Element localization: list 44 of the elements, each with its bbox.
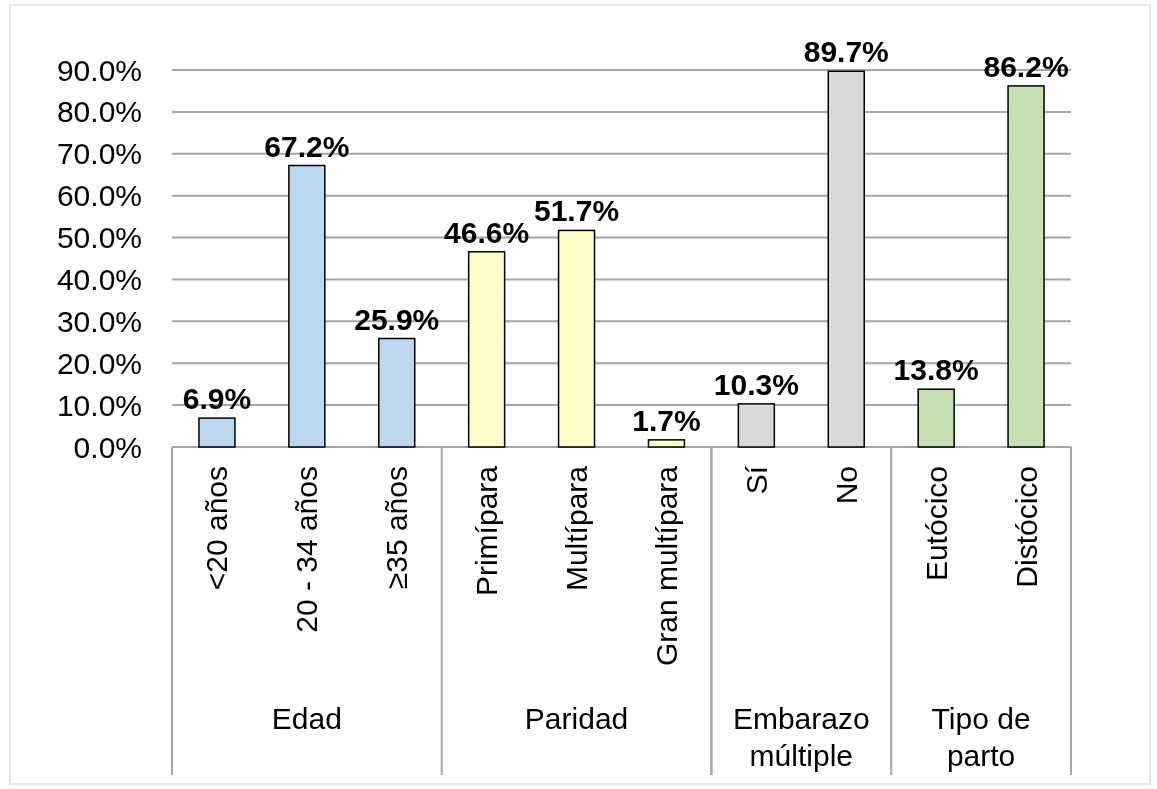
x-tick-label: <20 años <box>200 466 234 591</box>
x-tick-label: Gran multípara <box>649 465 683 667</box>
x-tick-label: 20 - 34 años <box>290 466 324 633</box>
x-tick-label: Distócico <box>1009 466 1043 588</box>
y-tick-label: 70.0% <box>56 137 142 171</box>
text: Embarazo múltiple <box>732 702 870 772</box>
bar <box>917 388 955 448</box>
data-label: 51.7% <box>534 194 620 228</box>
bar <box>737 403 776 448</box>
x-tick-label: ≥35 años <box>380 466 414 590</box>
data-label: 89.7% <box>803 35 889 69</box>
text: Paridad <box>524 702 629 735</box>
y-tick-label: 50.0% <box>56 221 142 255</box>
text: Edad <box>271 702 342 735</box>
data-label: 1.7% <box>632 403 701 437</box>
y-tick-label: 90.0% <box>56 53 142 87</box>
x-tick-label: Primípara <box>470 465 504 597</box>
bar <box>647 439 686 448</box>
y-tick-label: 40.0% <box>56 262 142 296</box>
text: Tipo de parto <box>931 702 1031 772</box>
y-tick-label: 60.0% <box>56 179 142 213</box>
data-label: 10.3% <box>713 367 799 401</box>
y-tick-label: 0.0% <box>73 430 142 464</box>
y-tick-label: 30.0% <box>56 304 142 338</box>
bar <box>378 337 416 448</box>
x-tick-label: Sí <box>739 465 773 495</box>
bar <box>1007 85 1045 448</box>
bar <box>467 251 506 448</box>
data-label: 6.9% <box>182 382 252 416</box>
data-label: 13.8% <box>893 353 979 387</box>
data-label: 25.9% <box>354 302 440 336</box>
bar <box>288 164 326 448</box>
data-label: 67.2% <box>264 129 350 163</box>
y-tick-label: 10.0% <box>56 388 142 422</box>
x-tick-label: Eutócico <box>919 466 953 582</box>
x-tick-label: No <box>829 466 863 505</box>
bar <box>557 229 596 448</box>
data-label: 86.2% <box>983 49 1069 83</box>
y-tick-label: 20.0% <box>56 346 142 380</box>
data-label: 46.6% <box>444 215 530 249</box>
bar <box>827 70 865 448</box>
x-tick-label: Multípara <box>560 465 594 592</box>
y-tick-label: 80.0% <box>56 95 142 129</box>
bar <box>198 417 236 448</box>
